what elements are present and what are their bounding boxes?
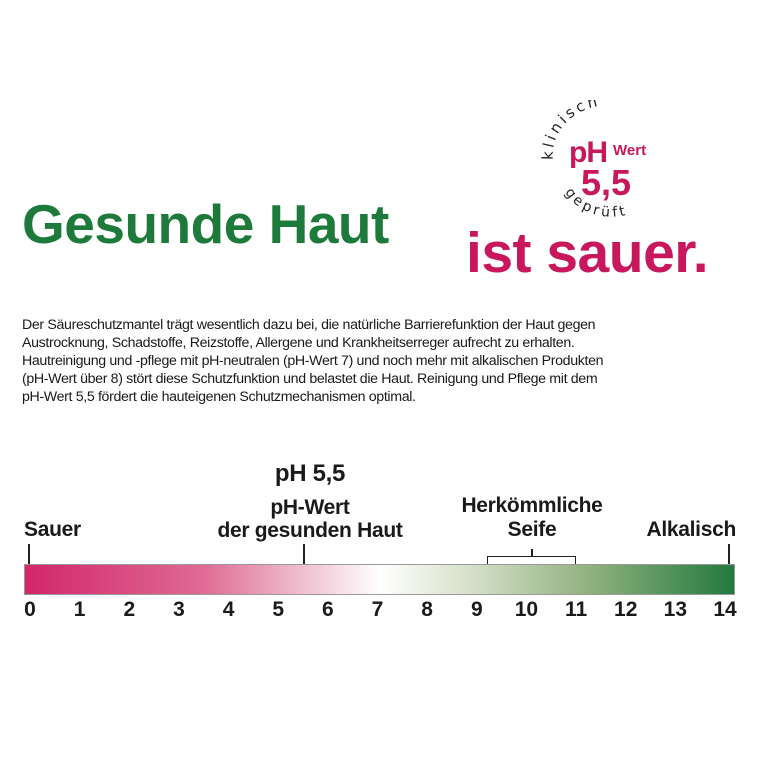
ph-badge: klinisch geprüft pH Wert 5,5	[535, 92, 680, 225]
tick-label: 3	[173, 598, 185, 621]
badge-seal: klinisch geprüft pH Wert 5,5	[539, 92, 646, 221]
headline-green: Gesunde Haut	[22, 193, 389, 255]
marker-tick	[303, 544, 305, 564]
sauer-tick	[28, 544, 30, 564]
body-paragraph: Der Säureschutzmantel trägt wesentlich d…	[22, 316, 768, 406]
badge-ph: pH	[569, 136, 607, 169]
marker-line1: pH-Wert	[270, 496, 350, 519]
tick-label: 13	[663, 598, 688, 621]
alkalisch-label: Alkalisch	[646, 518, 736, 541]
seife-bracket-stem	[531, 549, 533, 556]
body-line: Hautreinigung und -pflege mit pH-neutral…	[22, 353, 604, 369]
ph-gradient-bar	[24, 564, 735, 595]
badge-value: 5,5	[581, 162, 631, 203]
tick-label: 1	[73, 598, 86, 621]
body-line: pH-Wert 5,5 fördert die hauteigenen Schu…	[22, 389, 416, 405]
badge-wert: Wert	[613, 142, 646, 159]
tick-label: 2	[123, 598, 136, 621]
marker-title: pH 5,5	[274, 460, 346, 487]
tick-label: 0	[24, 598, 36, 621]
body-line: Austrocknung, Schadstoffe, Reizstoffe, A…	[22, 335, 575, 351]
body-line: (pH-Wert über 8) stört diese Schutzfunkt…	[22, 371, 598, 387]
body-line: Der Säureschutzmantel trägt wesentlich d…	[22, 317, 596, 333]
tick-label: 8	[421, 598, 433, 621]
tick-label: 7	[371, 598, 384, 621]
tick-label: 4	[222, 598, 235, 621]
seife-line2: Seife	[507, 518, 557, 541]
tick-label: 10	[514, 598, 539, 621]
tick-label: 6	[322, 598, 334, 621]
tick-label: 12	[614, 598, 638, 621]
tick-label: 11	[564, 598, 588, 621]
marker-line2: der gesunden Haut	[217, 519, 403, 542]
tick-label: 14	[713, 598, 737, 621]
tick-label: 5	[272, 598, 285, 621]
headline-magenta: ist sauer.	[466, 221, 709, 285]
tick-label: 9	[470, 598, 483, 621]
seife-bracket	[486, 556, 577, 565]
seife-line1: Herkömmliche	[461, 494, 603, 517]
sauer-label: Sauer	[24, 518, 81, 541]
alkalisch-tick	[728, 544, 730, 564]
